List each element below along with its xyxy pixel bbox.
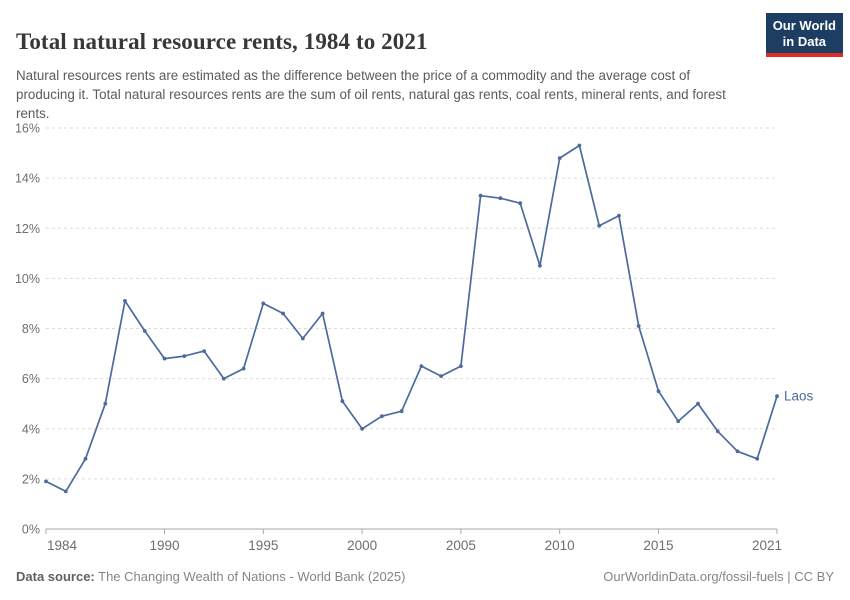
data-point[interactable]	[538, 263, 542, 268]
x-tick-label: 1990	[150, 538, 180, 553]
data-point[interactable]	[459, 364, 463, 368]
data-point[interactable]	[399, 409, 404, 414]
data-point[interactable]	[162, 356, 167, 361]
y-tick-label: 4%	[22, 422, 40, 436]
data-point[interactable]	[735, 449, 740, 454]
data-source-label: Data source:	[16, 569, 95, 584]
data-point[interactable]	[676, 419, 681, 424]
x-tick-label: 1995	[248, 538, 278, 553]
credit-link[interactable]: OurWorldinData.org/fossil-fuels | CC BY	[603, 569, 834, 584]
data-point[interactable]	[419, 364, 424, 368]
series-line	[45, 144, 778, 493]
y-tick-label: 10%	[15, 272, 40, 286]
data-point[interactable]	[182, 354, 187, 358]
data-point[interactable]	[715, 429, 720, 434]
y-tick-label: 16%	[15, 122, 40, 136]
data-point[interactable]	[202, 349, 207, 353]
data-point[interactable]	[617, 213, 621, 218]
chart-footer: Data source: The Changing Wealth of Nati…	[16, 569, 834, 584]
data-point[interactable]	[340, 399, 345, 404]
data-point[interactable]	[498, 196, 503, 201]
y-tick-label: 14%	[15, 172, 40, 186]
data-point[interactable]	[656, 389, 661, 394]
data-point[interactable]	[63, 489, 68, 494]
data-point[interactable]	[142, 329, 147, 333]
data-point[interactable]	[636, 324, 641, 328]
data-point[interactable]	[261, 301, 266, 306]
owid-logo[interactable]: Our World in Data	[765, 13, 843, 57]
data-point[interactable]	[320, 311, 325, 316]
data-point[interactable]	[103, 401, 108, 406]
data-point[interactable]	[478, 193, 483, 198]
page-title: Total natural resource rents, 1984 to 20…	[16, 29, 428, 55]
x-tick-label: 2015	[643, 538, 673, 553]
y-tick-label: 6%	[22, 372, 40, 386]
data-point[interactable]	[221, 376, 226, 381]
x-tick-label: 2010	[545, 538, 575, 553]
data-point[interactable]	[380, 414, 384, 419]
data-source: Data source: The Changing Wealth of Nati…	[16, 569, 405, 584]
data-source-value: The Changing Wealth of Nations - World B…	[94, 569, 406, 584]
data-point[interactable]	[281, 311, 285, 316]
series-end-label[interactable]: Laos	[784, 389, 814, 404]
data-point[interactable]	[44, 479, 48, 484]
data-point[interactable]	[518, 201, 523, 206]
x-tick-label: 1984	[47, 538, 78, 553]
data-point[interactable]	[577, 143, 582, 148]
y-tick-label: 2%	[22, 472, 40, 486]
owid-logo-line2: in Data	[782, 33, 827, 49]
y-tick-label: 0%	[22, 523, 40, 537]
data-point[interactable]	[123, 299, 127, 303]
data-point[interactable]	[696, 401, 700, 406]
data-point[interactable]	[439, 374, 443, 378]
data-point[interactable]	[300, 336, 305, 341]
data-point[interactable]	[755, 456, 760, 461]
data-point[interactable]	[597, 223, 602, 228]
owid-logo-line1: Our World	[772, 18, 836, 33]
data-point[interactable]	[557, 156, 562, 161]
x-tick-label: 2021	[752, 538, 782, 553]
chart-subtitle: Natural resources rents are estimated as…	[16, 68, 726, 122]
data-point[interactable]	[775, 394, 779, 399]
x-tick-label: 2005	[446, 538, 476, 553]
data-point[interactable]	[83, 456, 88, 461]
y-tick-label: 12%	[15, 222, 40, 236]
y-tick-label: 8%	[22, 322, 40, 336]
data-point[interactable]	[360, 426, 364, 431]
x-tick-label: 2000	[347, 538, 377, 553]
data-point[interactable]	[241, 366, 246, 371]
